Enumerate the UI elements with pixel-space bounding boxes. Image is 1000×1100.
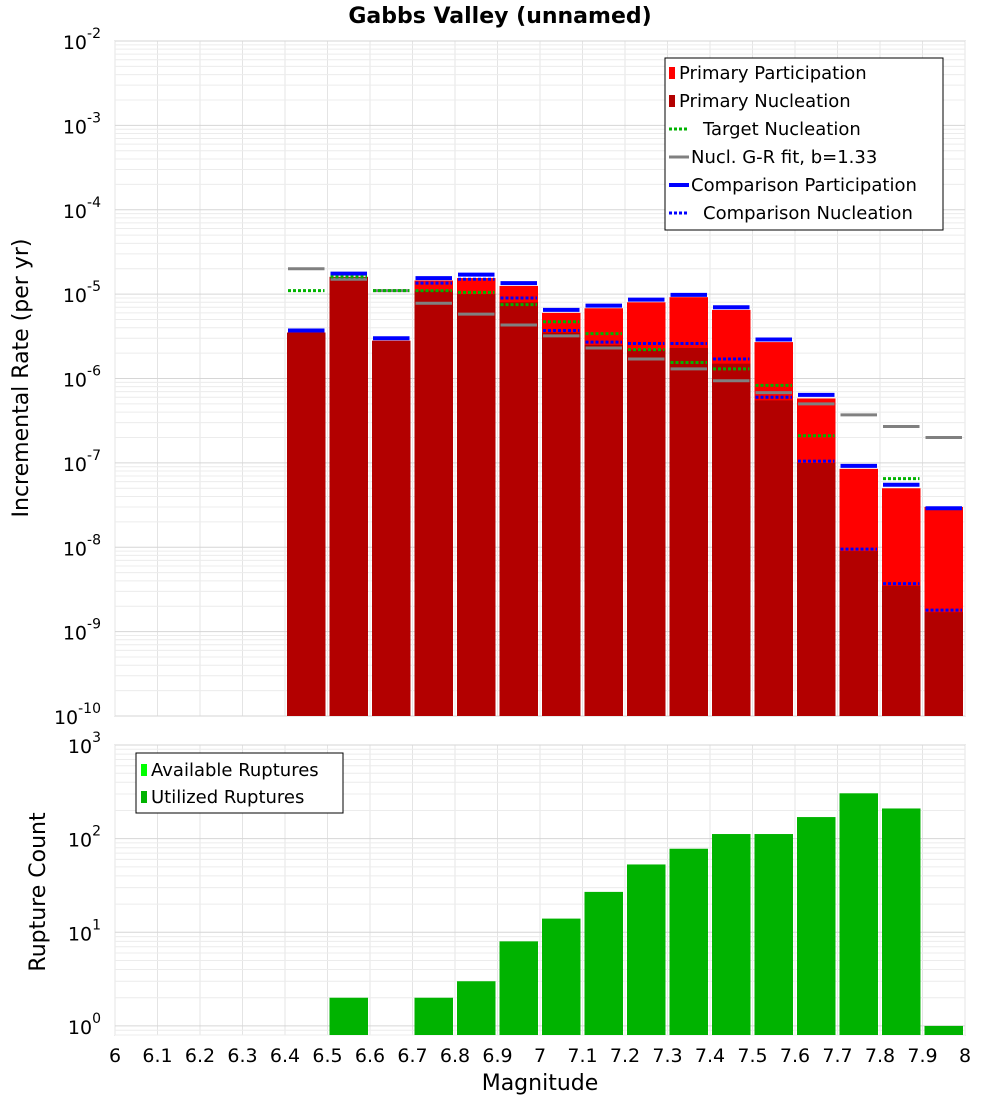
legend-swatch [141,791,147,803]
bar-primary-nucleation [542,332,581,716]
bar-primary-nucleation [414,290,453,716]
legend-label: Comparison Participation [691,175,917,196]
bar-utilized-ruptures [542,918,581,1035]
x-tick-label: 7.4 [695,1045,725,1067]
bar-primary-nucleation [372,340,411,716]
x-tick-label: 7.9 [907,1045,937,1067]
bar-utilized-ruptures [627,864,666,1035]
x-tick-label: 6.9 [482,1045,512,1067]
x-tick-label: 6.2 [185,1045,215,1067]
bar-primary-nucleation [839,551,878,716]
x-tick-label: 7.5 [737,1045,767,1067]
bottom-x-ticks: 6 6.1 6.2 6.3 6.4 6.5 6.6 6.7 6.8 6.9 7 7.1 7.2 7.3 7.… [109,1045,971,1067]
bar-primary-nucleation [287,332,326,716]
x-tick-label: 7.3 [652,1045,682,1067]
bar-utilized-ruptures [329,997,368,1035]
bar-primary-nucleation [669,347,708,716]
top-panel: 10-10 10-9 10-8 10-7 10-6 10-5 10-4 10-3 10-2 In… [9,26,966,729]
x-tick-label: 6.7 [397,1045,427,1067]
bar-primary-nucleation [329,276,368,716]
top-y-ticks: 10-10 10-9 10-8 10-7 10-6 10-5 10-4 10-3 10-2 [54,26,101,729]
y-tick-label: 100 [68,1011,101,1039]
bottom-bars [329,793,963,1035]
bar-utilized-ruptures [457,981,496,1035]
legend-label: Primary Nucleation [679,91,851,112]
y-tick-label: 10-6 [63,364,101,392]
bar-primary-nucleation [499,302,538,716]
bar-utilized-ruptures [754,834,793,1035]
bar-primary-nucleation [754,400,793,716]
bar-primary-nucleation [797,462,836,716]
bar-primary-nucleation [627,349,666,716]
bottom-y-ticks: 100 101 102 103 [68,730,101,1039]
x-axis-label: Magnitude [482,1071,599,1096]
legend-label: Target Nucleation [702,119,861,140]
legend-label: Utilized Ruptures [151,787,304,808]
x-tick-label: 6 [109,1045,121,1067]
x-tick-label: 7 [534,1045,546,1067]
top-grid [114,40,966,717]
bottom-y-axis-label: Rupture Count [26,812,51,972]
x-tick-label: 7.8 [865,1045,895,1067]
x-tick-label: 7.2 [610,1045,640,1067]
y-tick-label: 10-2 [63,26,101,54]
y-tick-label: 10-4 [63,195,101,223]
x-tick-label: 6.1 [142,1045,172,1067]
bar-primary-nucleation [882,585,921,716]
bar-utilized-ruptures [414,997,453,1035]
y-tick-label: 10-7 [63,448,101,476]
bar-utilized-ruptures [839,793,878,1035]
top-legend-box [664,57,944,231]
y-tick-label: 10-9 [63,617,101,645]
legend-swatch [669,95,675,107]
x-tick-label: 7.6 [780,1045,810,1067]
bottom-panel: 100 101 102 103 6 6.1 6.2 6.3 6.4 6.5 6.6 6.7 6.8 6.… [26,730,971,1096]
bar-utilized-ruptures [882,808,921,1035]
y-tick-label: 10-8 [63,532,101,560]
y-tick-label: 101 [68,917,101,945]
x-tick-label: 7.1 [567,1045,597,1067]
legend-label: Nucl. G-R fit, b=1.33 [691,147,877,168]
bar-primary-nucleation [712,363,751,716]
x-tick-label: 6.3 [227,1045,257,1067]
bar-utilized-ruptures [584,891,623,1035]
legend-swatch [669,67,675,79]
bar-utilized-ruptures [669,848,708,1035]
legend-label: Available Ruptures [151,760,319,781]
y-tick-label: 103 [68,730,101,758]
bar-primary-nucleation [584,344,623,716]
y-tick-label: 10-3 [63,110,101,138]
x-tick-label: 6.8 [440,1045,470,1067]
legend-label: Primary Participation [679,63,867,84]
bar-utilized-ruptures [499,941,538,1035]
bottom-legend-box [135,752,344,814]
bar-primary-nucleation [924,612,963,716]
x-tick-label: 6.4 [270,1045,300,1067]
chart-title: Gabbs Valley (unnamed) [348,4,651,29]
y-tick-label: 10-5 [63,279,101,307]
x-tick-label: 8 [959,1045,971,1067]
y-tick-label: 10-10 [54,701,101,729]
bar-primary-nucleation [457,294,496,716]
legend-label: Comparison Nucleation [703,203,913,224]
bar-utilized-ruptures [712,834,751,1035]
legend-swatch [141,764,147,776]
bar-utilized-ruptures [924,1025,963,1035]
top-y-axis-label: Incremental Rate (per yr) [9,239,34,518]
x-tick-label: 7.7 [822,1045,852,1067]
top-marks [288,267,962,612]
bar-utilized-ruptures [797,817,836,1035]
top-bars [287,276,963,716]
x-tick-label: 6.6 [355,1045,385,1067]
y-tick-label: 102 [68,824,101,852]
top-legend: Primary Participation Primary Nucleation T… [664,57,944,231]
bottom-legend: Available Ruptures Utilized Ruptures [135,752,344,814]
x-tick-label: 6.5 [312,1045,342,1067]
